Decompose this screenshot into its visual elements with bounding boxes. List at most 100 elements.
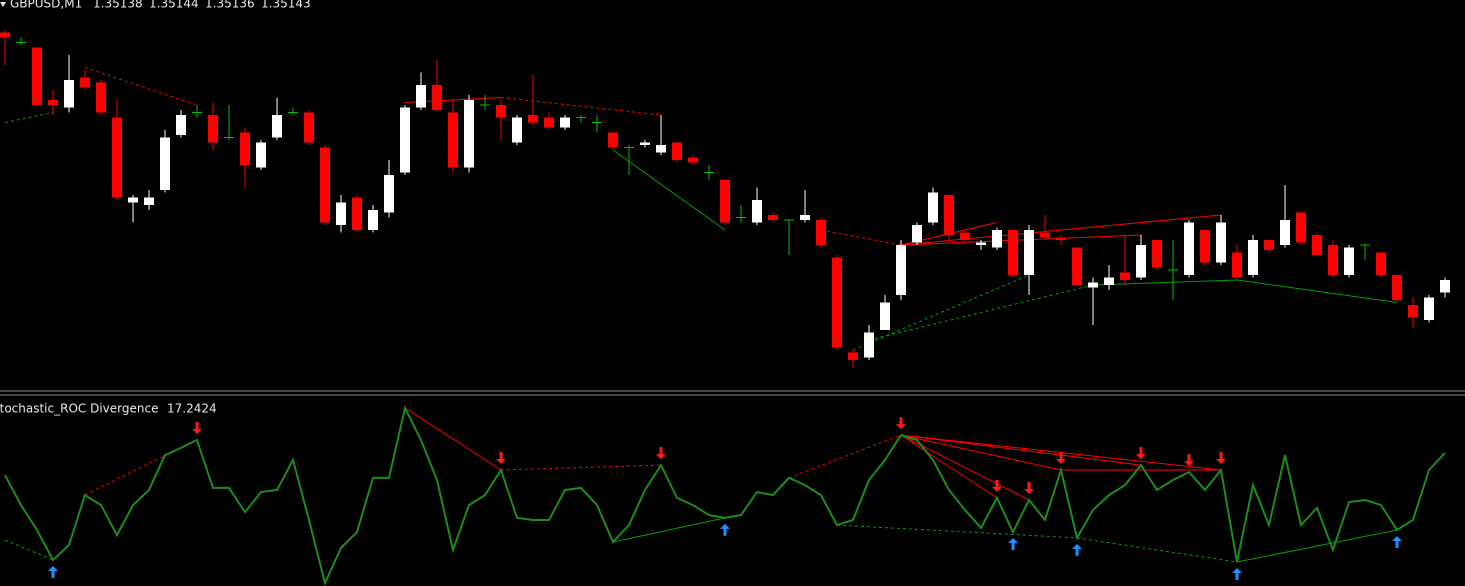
candle-body (320, 147, 330, 223)
divergence-line (900, 234, 1142, 246)
header-close: 1.35143 (261, 0, 311, 11)
candle-body (1296, 212, 1306, 243)
candle-body (720, 180, 730, 223)
candle-body (1024, 230, 1034, 275)
candle-body (560, 117, 570, 128)
candle-body (224, 137, 234, 138)
candle-body (272, 115, 282, 138)
candle-body (752, 200, 762, 223)
candle-body (1392, 275, 1402, 300)
candle-body (464, 100, 474, 168)
divergence-line (612, 149, 726, 231)
sell-arrow (1024, 481, 1034, 494)
candle-body (656, 145, 666, 153)
candle-body (480, 104, 490, 106)
candle-body (64, 80, 74, 108)
candle-body (1440, 280, 1450, 293)
candle-body (1232, 252, 1242, 278)
sell-arrow (1184, 454, 1194, 467)
candle-body (432, 85, 442, 110)
sell-arrow (992, 479, 1002, 492)
candle-body (512, 117, 522, 143)
candle-body (960, 232, 970, 240)
candle-body (352, 197, 362, 230)
candle-body (800, 215, 810, 220)
symbol-title: GBPUSD,M1 (10, 0, 82, 11)
buy-arrow (1008, 538, 1018, 551)
candle-body (416, 85, 426, 108)
candle-body (1056, 237, 1066, 240)
candle-body (208, 115, 218, 143)
divergence-line (1092, 279, 1238, 286)
candle-body (1200, 230, 1210, 263)
candle-body (1072, 247, 1082, 285)
candle-body (144, 197, 154, 205)
header-high: 1.35144 (149, 0, 199, 11)
divergence-line (900, 434, 1062, 471)
sell-arrow (1216, 451, 1226, 464)
candle-body (832, 257, 842, 348)
buy-arrow (720, 523, 730, 536)
candle-body (1424, 297, 1434, 320)
candle-body (992, 230, 1002, 248)
candle-body (944, 195, 954, 235)
candle-body (608, 132, 618, 148)
divergence-line (500, 97, 662, 116)
divergence-line (500, 464, 662, 471)
candle-body (544, 117, 554, 128)
sell-arrow (656, 447, 666, 460)
candle-body (640, 142, 650, 145)
indicator-title: Stochastic_ROC Divergence (0, 402, 158, 416)
candle-body (864, 332, 874, 358)
divergence-line (900, 434, 1142, 466)
candle-body (32, 47, 42, 105)
divergence-line (820, 229, 902, 246)
candle-body (1248, 240, 1258, 275)
candle-body (1264, 240, 1274, 250)
candle-body (736, 217, 746, 218)
candle-body (976, 242, 986, 245)
candle-body (576, 117, 586, 118)
sell-arrow (1056, 451, 1066, 464)
candle-body (1120, 272, 1130, 280)
divergence-line (868, 284, 1094, 341)
candle-body (1328, 245, 1338, 275)
candle-body (848, 352, 858, 360)
candle-body (528, 115, 538, 123)
candle-body (880, 302, 890, 330)
candle-body (176, 115, 186, 135)
candle-body (912, 225, 922, 243)
candle-body (1008, 230, 1018, 275)
candle-body (1136, 245, 1146, 278)
divergence-line (4, 539, 54, 561)
candle-body (688, 157, 698, 163)
candle-body (1312, 235, 1322, 255)
candle-body (704, 172, 714, 173)
candle-body (448, 112, 458, 168)
candle-body (128, 197, 138, 203)
candle-body (1280, 220, 1290, 245)
candle-body (16, 42, 26, 43)
sell-arrow (496, 451, 506, 464)
candle-body (160, 137, 170, 190)
candle-body (304, 112, 314, 143)
candle-body (1408, 305, 1418, 318)
header-open: 1.35138 (93, 0, 143, 11)
candle-body (1040, 232, 1050, 238)
candle-body (1088, 282, 1098, 288)
divergence-line (84, 67, 198, 106)
candle-body (672, 142, 682, 160)
candle-body (928, 192, 938, 223)
divergence-line (788, 434, 902, 479)
menu-triangle (0, 2, 6, 7)
candle-body (400, 107, 410, 173)
candle-body (96, 82, 106, 113)
divergence-line (612, 517, 726, 543)
candle-body (80, 77, 90, 88)
candle-body (816, 220, 826, 245)
candle-body (592, 122, 602, 123)
candle-body (1216, 222, 1226, 263)
divergence-line (836, 524, 1078, 539)
buy-arrow (1392, 535, 1402, 548)
